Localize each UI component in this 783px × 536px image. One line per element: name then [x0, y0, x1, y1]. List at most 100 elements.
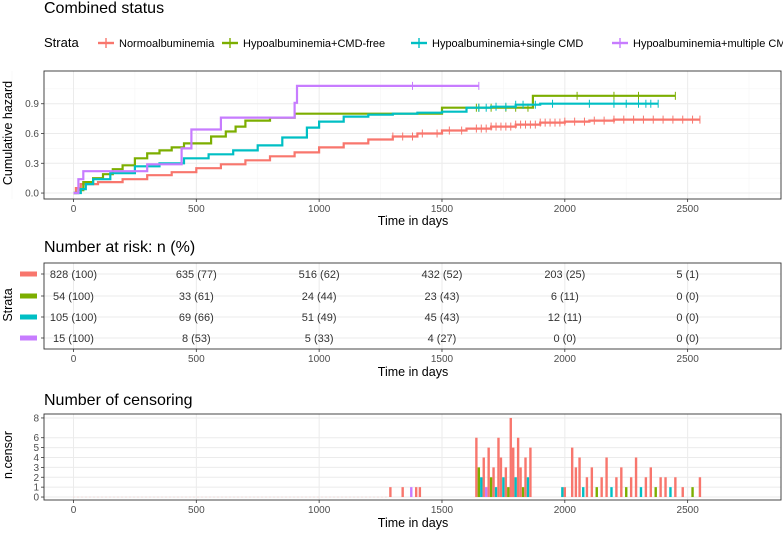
censor-bar — [615, 477, 618, 498]
hazard-title: Combined status — [44, 0, 164, 17]
censor-bar — [674, 477, 677, 498]
risk-cell: 203 (25) — [544, 269, 585, 281]
risk-table-x-label: Time in days — [378, 365, 448, 379]
risk-x-tick-label: 2000 — [554, 354, 577, 365]
censor-x-tick-label: 0 — [71, 505, 77, 516]
censor-bar — [644, 477, 648, 498]
censor-bar — [669, 487, 672, 498]
risk-cell: 432 (52) — [421, 269, 462, 281]
risk-plot-bg — [44, 263, 781, 349]
censor-bar — [585, 477, 589, 498]
legend-title: Strata — [44, 35, 79, 50]
censor-bar — [605, 457, 608, 498]
censor-bar — [529, 447, 532, 498]
risk-x-tick-label: 2500 — [677, 354, 700, 365]
risk-strata-swatch-0 — [20, 271, 37, 277]
risk-cell: 23 (43) — [425, 291, 460, 303]
censor-bar — [477, 467, 481, 498]
risk-x-tick-label: 1000 — [308, 354, 331, 365]
legend-item-2: Hypoalbuminemia+single CMD — [432, 38, 583, 50]
hazard-x-label: Time in days — [378, 214, 448, 228]
censor-bar — [492, 467, 495, 498]
hazard-y-tick-label: 0.3 — [25, 159, 39, 170]
censor-panel-border — [43, 413, 782, 501]
censor-bar — [561, 487, 564, 498]
censor-bar — [401, 487, 404, 498]
risk-cell: 15 (100) — [53, 333, 94, 345]
risk-cell: 0 (0) — [676, 333, 699, 345]
risk-table-y-label: Strata — [1, 288, 15, 321]
censor-bar — [502, 477, 505, 498]
censoring-title: Number of censoring — [44, 392, 193, 409]
censor-bar — [681, 487, 684, 498]
censor-bar — [563, 487, 567, 498]
censor-y-tick-label: 1 — [33, 483, 39, 494]
hazard-x-tick-label: 1500 — [431, 204, 454, 215]
censor-bar — [578, 457, 581, 498]
censor-y-tick-label: 2 — [33, 473, 39, 484]
censor-bar — [610, 487, 613, 498]
hazard-y-tick-label: 0.9 — [25, 99, 39, 110]
risk-cell: 12 (11) — [548, 312, 582, 324]
censor-bar — [570, 447, 574, 498]
risk-cell: 0 (0) — [676, 291, 699, 303]
risk-cell: 24 (44) — [302, 291, 337, 303]
censor-x-tick-label: 500 — [188, 505, 205, 516]
censor-x-tick-label: 1000 — [308, 505, 331, 516]
censor-bar — [504, 467, 508, 498]
risk-cell: 33 (61) — [179, 291, 214, 303]
legend-item-1: Hypoalbuminemia+CMD-free — [243, 38, 385, 50]
hazard-series-2 — [73, 102, 659, 195]
censor-bar — [414, 487, 418, 498]
censor-bar — [526, 477, 530, 498]
risk-cell: 8 (53) — [182, 333, 211, 345]
censor-y-tick-label: 5 — [33, 443, 39, 454]
censor-bar — [507, 487, 510, 498]
censor-y-tick-label: 8 — [33, 413, 39, 424]
risk-x-tick-label: 0 — [71, 354, 77, 365]
hazard-x-tick-label: 2000 — [554, 204, 577, 215]
censor-bar — [499, 457, 503, 498]
risk-cell: 0 (0) — [554, 333, 577, 345]
risk-strata-swatch-3 — [20, 335, 37, 341]
risk-cell: 5 (1) — [676, 269, 699, 281]
hazard-panel-border — [43, 70, 782, 200]
censor-bar — [480, 477, 483, 498]
censor-bar — [698, 477, 702, 498]
hazard-panel: 0 500 1000 1500 2000 2500 0.0 0.3 0.6 0.9 — [11, 70, 782, 215]
hazard-y-tick-label: 0.0 — [25, 189, 39, 200]
censoring-y-label: n.censor — [1, 431, 15, 479]
risk-x-tick-label: 1500 — [431, 354, 454, 365]
legend: Strata Normoalbuminemia Hypoalbuminemia+C… — [44, 35, 783, 50]
risk-table-panel: 0 500 1000 1500 2000 2500 828 (100) 635 (77) 516… — [20, 262, 782, 365]
risk-cell: 828 (100) — [50, 269, 97, 281]
legend-item-0: Normoalbuminemia — [119, 38, 215, 50]
risk-cell: 635 (77) — [176, 269, 217, 281]
hazard-x-tick-label: 0 — [71, 204, 77, 215]
censor-bar — [649, 467, 652, 498]
censor-bar — [574, 467, 578, 498]
risk-cell: 69 (66) — [179, 312, 214, 324]
censor-y-tick-label: 4 — [33, 453, 39, 464]
risk-cell: 516 (62) — [299, 269, 340, 281]
censor-bar — [514, 477, 517, 498]
censor-bar — [620, 467, 623, 498]
censor-bar — [664, 477, 667, 498]
censor-bar — [418, 487, 422, 498]
risk-cell: 5 (33) — [305, 333, 334, 345]
censor-bar — [487, 447, 490, 498]
censor-bar — [629, 477, 633, 498]
censor-bar — [600, 477, 603, 498]
risk-cell: 45 (43) — [425, 312, 460, 324]
risk-cell: 4 (27) — [428, 333, 457, 345]
censor-bar — [485, 487, 488, 498]
censor-bar — [595, 487, 598, 498]
risk-strata-swatch-1 — [20, 293, 37, 299]
censor-bar — [659, 477, 662, 498]
hazard-x-tick-label: 1000 — [308, 204, 331, 215]
censor-bar — [582, 487, 585, 498]
censor-x-tick-label: 2500 — [677, 505, 700, 516]
